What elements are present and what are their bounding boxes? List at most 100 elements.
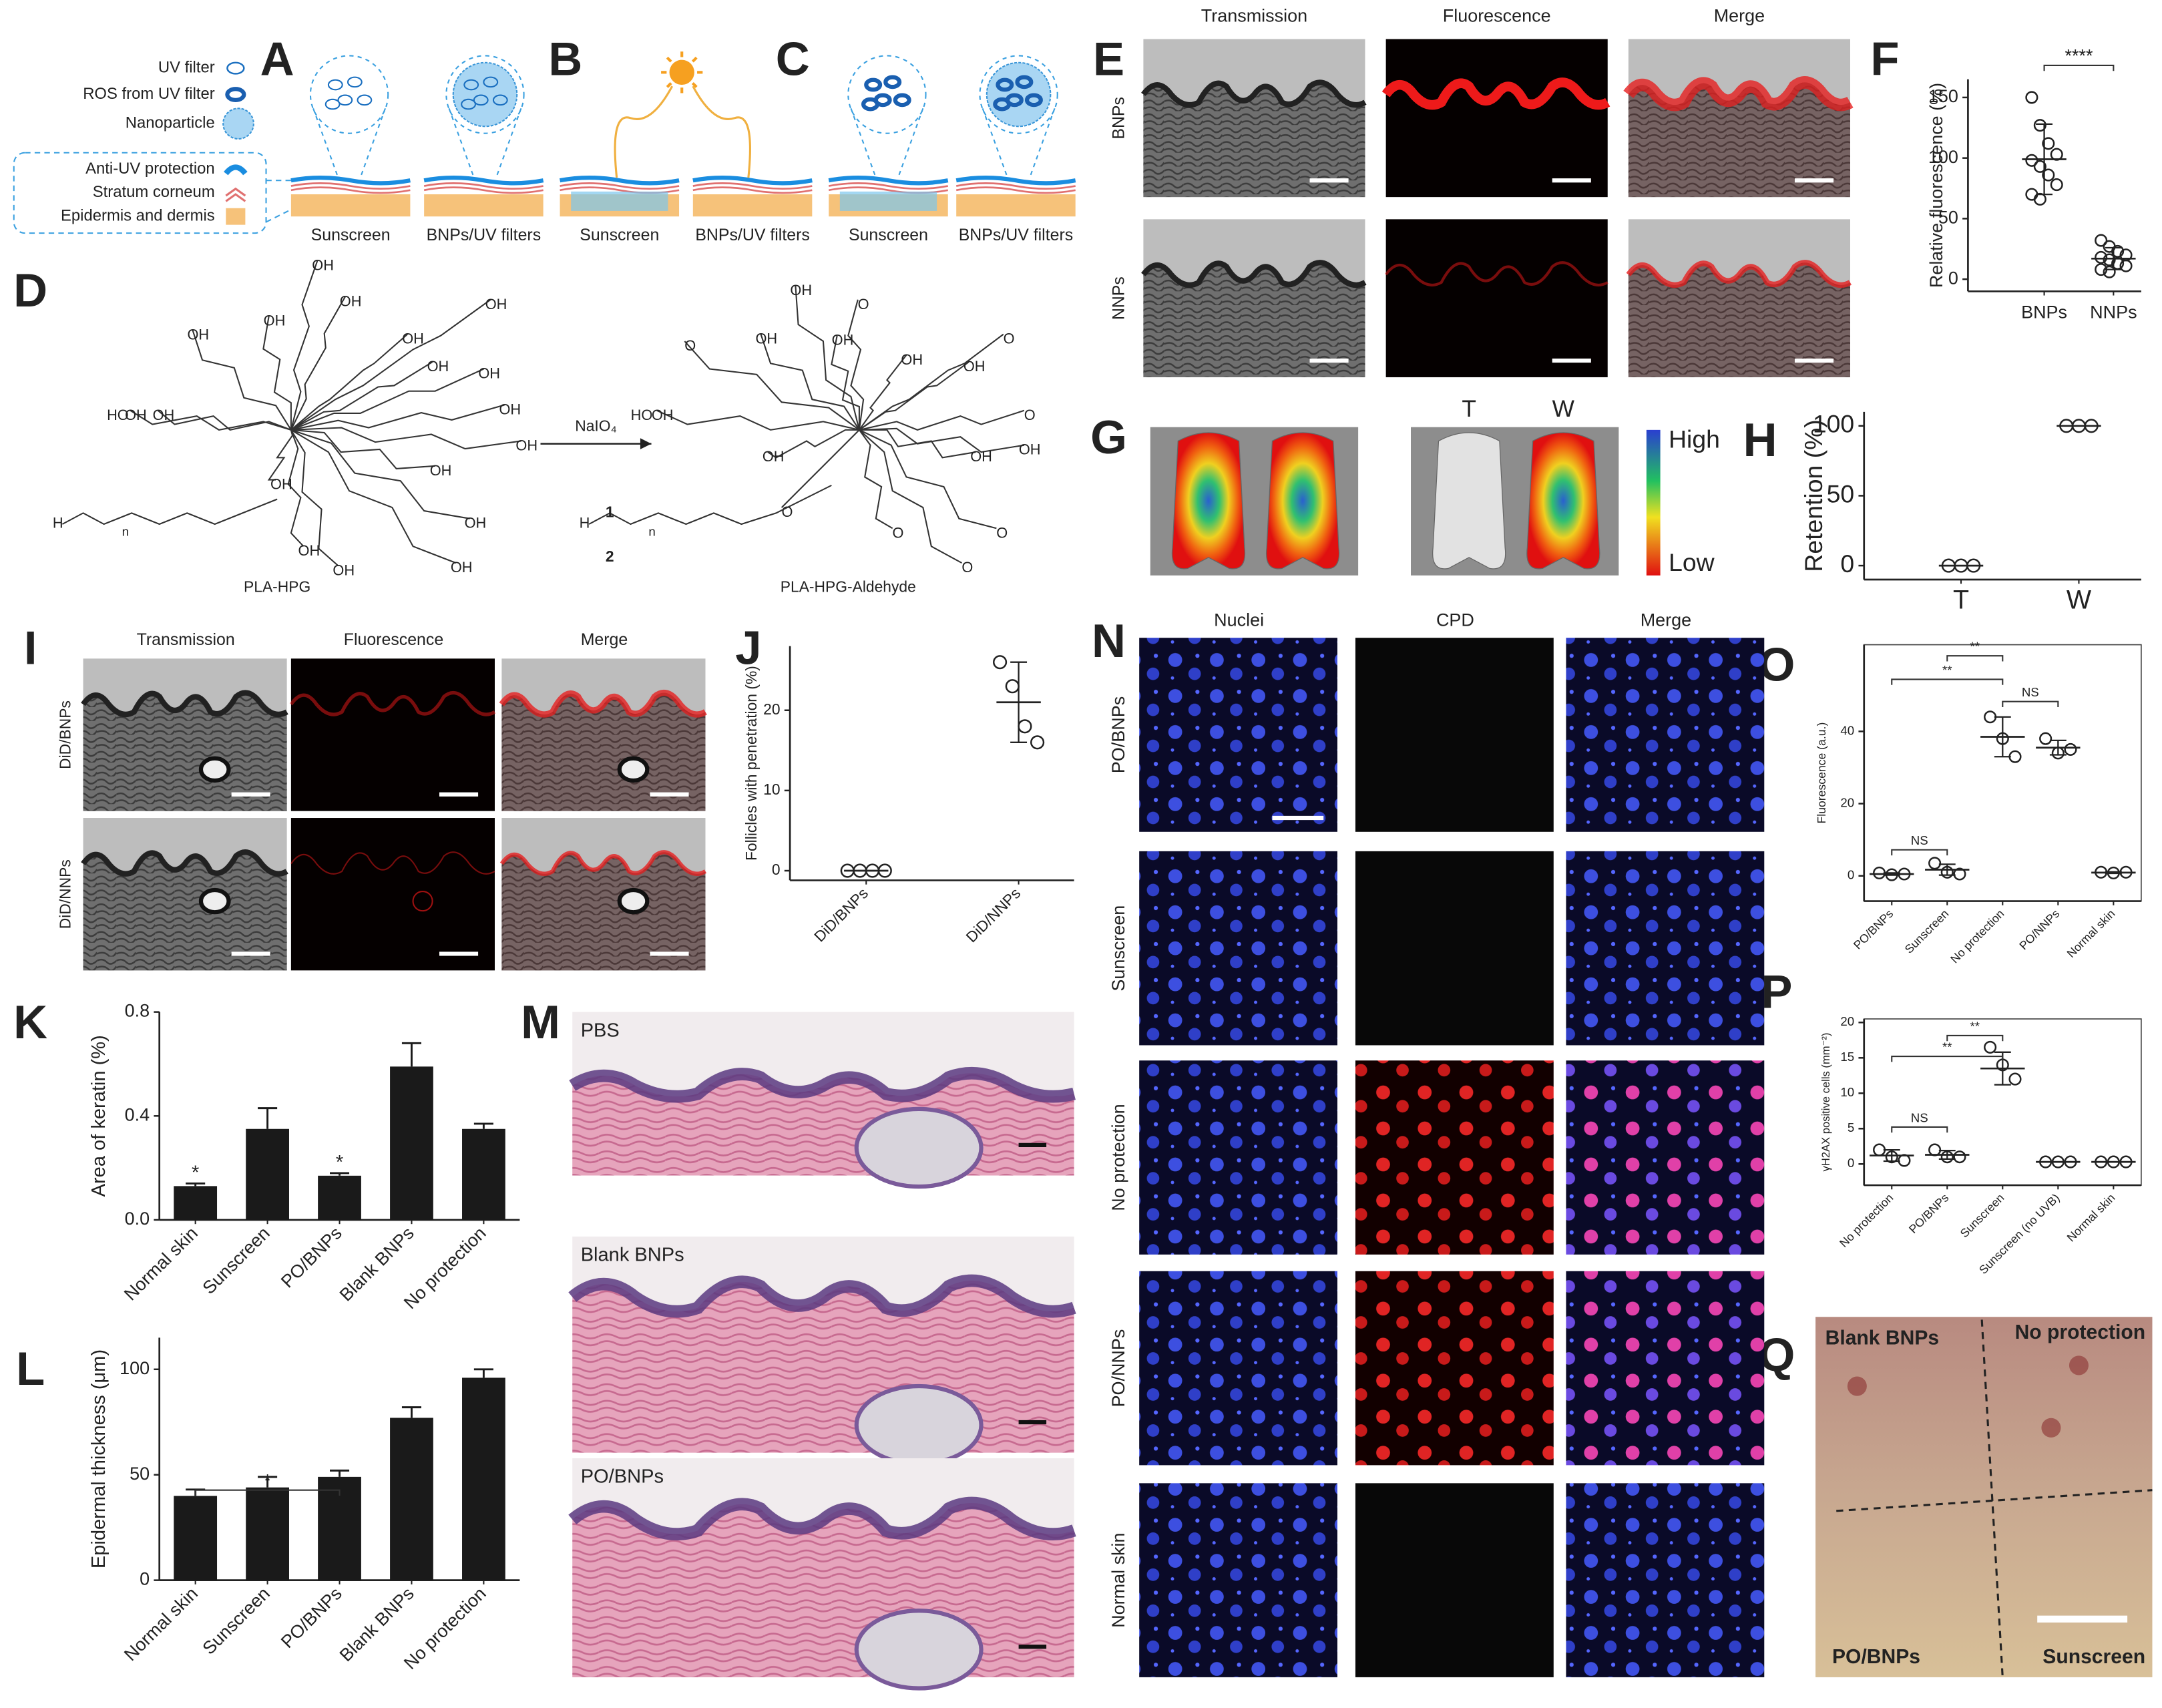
- image-background: [290, 658, 495, 811]
- y-axis-label: γH2AX positive cells (mm⁻²): [1819, 1033, 1832, 1172]
- tissue: [1628, 82, 1850, 198]
- zoom-line: [266, 180, 294, 223]
- atom-label: O: [996, 524, 1008, 541]
- bond: [290, 429, 435, 470]
- x-tick-label: No protection: [1948, 907, 2006, 966]
- atom-label: HO: [631, 407, 653, 423]
- significance: NS: [1911, 1110, 1928, 1124]
- follicle: [617, 887, 650, 915]
- significance: **: [1970, 1019, 1980, 1033]
- skin-dermis: [290, 194, 411, 217]
- plot-frame: [1863, 1018, 2142, 1186]
- y-tick-label: 0: [1840, 550, 1854, 578]
- lesion: [1847, 1376, 1867, 1396]
- icon-epidermis: [226, 208, 246, 225]
- y-axis-label: Relative fluorescence (%): [1926, 83, 1946, 288]
- follicle: [198, 887, 231, 915]
- bond: [859, 429, 893, 529]
- x-tick-label: T: [1953, 586, 1969, 615]
- sd-bar: [1010, 661, 1028, 743]
- column-header: Fluorescence: [344, 630, 443, 649]
- icon-protection: [224, 164, 248, 176]
- uv-filter: [357, 94, 373, 106]
- bar: [390, 1418, 433, 1580]
- column-header: Merge: [1641, 610, 1691, 630]
- quadrant-label: No protection: [2015, 1321, 2146, 1343]
- panel-label: C: [776, 32, 810, 85]
- tint: [501, 692, 706, 811]
- skin-dermis: [424, 194, 544, 217]
- bond: [859, 355, 907, 431]
- uv-ray: [614, 85, 674, 178]
- panel-label: J: [735, 622, 761, 674]
- bond: [290, 361, 433, 431]
- uv-damage: [839, 191, 937, 211]
- scale-label: Low: [1669, 548, 1715, 576]
- bond: [290, 427, 521, 450]
- mouse: [1265, 432, 1340, 570]
- data-point: [1873, 866, 1886, 879]
- error-bar: [401, 1042, 421, 1067]
- atom-label: OH: [901, 351, 923, 368]
- y-tick-label: 10: [1840, 1085, 1854, 1099]
- column-header: Merge: [581, 630, 628, 649]
- sd-bar: [2105, 246, 2122, 270]
- atom-label: OH: [298, 542, 320, 559]
- bar: [318, 1175, 361, 1220]
- divider: [1836, 1489, 2153, 1512]
- mouse: [1526, 432, 1600, 570]
- skin-protection: [692, 175, 813, 186]
- micrograph: [1139, 851, 1337, 1046]
- data-point: [2103, 265, 2116, 278]
- bar: [462, 1128, 505, 1220]
- y-axis-label: Epidermal thickness (μm): [88, 1349, 110, 1568]
- gland: [854, 1383, 984, 1466]
- atom-label: OH: [264, 312, 286, 329]
- bond: [781, 429, 860, 508]
- y-axis-label: Retention (%): [1799, 419, 1827, 572]
- bond: [290, 260, 318, 431]
- micrograph: [1139, 638, 1337, 832]
- epidermis: [568, 1274, 1076, 1318]
- atom-label: OH: [270, 476, 292, 493]
- x-tick-label: DiD/BNPs: [811, 884, 871, 945]
- epidermis: [568, 1496, 1076, 1540]
- legend-text: Anti-UV protection: [85, 160, 215, 178]
- uv-filter: [461, 98, 476, 110]
- legend-text: Nanoparticle: [126, 114, 215, 132]
- sd-bar: [1883, 872, 1900, 876]
- mouse: [1171, 432, 1246, 570]
- bond: [290, 429, 339, 567]
- caption: BNPs/UV filters: [427, 226, 541, 244]
- panel-label: M: [521, 996, 560, 1048]
- nanoparticle: [452, 61, 518, 128]
- y-tick-label: 0: [1848, 1156, 1854, 1170]
- x-tick-label: Sunscreen: [198, 1583, 273, 1658]
- error-bar: [473, 1122, 493, 1129]
- sd-bar: [1938, 863, 1956, 876]
- skin-stratum: [423, 182, 544, 194]
- error-bar: [473, 1368, 493, 1378]
- panel-label: I: [24, 622, 37, 674]
- quadrant-label: PO/BNPs: [1832, 1646, 1920, 1668]
- y-axis-label: Follicles with penetration (%): [742, 666, 760, 861]
- y-tick-label: 5: [1848, 1120, 1854, 1134]
- fluorescence: [499, 689, 707, 718]
- x-tick-label: PO/NNPs: [2016, 907, 2062, 952]
- panel-label: F: [1870, 32, 1899, 85]
- y-tick-label: 50: [1938, 208, 1958, 228]
- data-point: [1984, 710, 1997, 724]
- y-tick-label: 20: [1840, 1014, 1854, 1028]
- error-bar: [401, 1406, 421, 1418]
- image-background: [1385, 219, 1608, 377]
- bond: [262, 316, 292, 430]
- bond: [290, 429, 457, 564]
- follicle: [617, 756, 650, 783]
- x-tick-label: BNPs: [2021, 302, 2067, 323]
- bar: [462, 1377, 505, 1580]
- atom-label: OH: [963, 358, 986, 375]
- uv-filter: [864, 77, 883, 92]
- row-label: PO/NNPs: [1108, 1329, 1128, 1408]
- x-tick-label: PO/BNPs: [277, 1583, 346, 1652]
